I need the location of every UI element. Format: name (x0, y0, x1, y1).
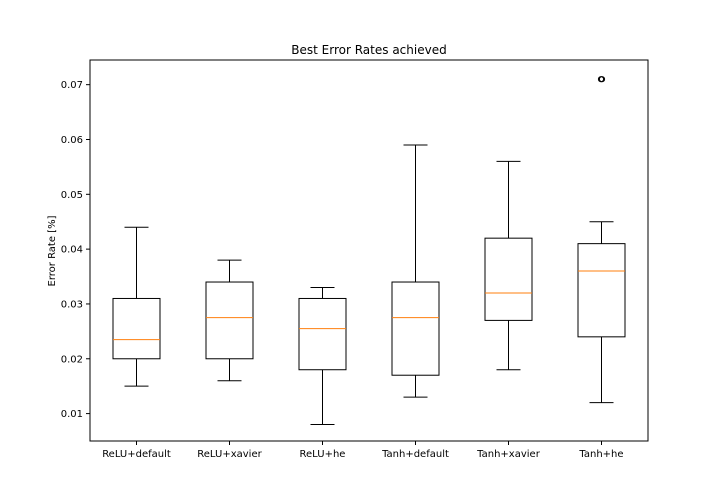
x-tick-label-relu-he: ReLU+he (300, 449, 346, 460)
box-relu-default (112, 297, 161, 360)
plot-area: ReLU+default ReLU+xavier ReLU+he Tanh+defau… (61, 59, 649, 460)
y-tick-label-0-03: 0.03 (61, 299, 83, 310)
box-tanh-default (391, 281, 440, 376)
y-tick-label-0-01: 0.01 (61, 409, 83, 420)
box-tanh-xavier (484, 237, 533, 321)
y-axis-label: Error Rate [%] (47, 215, 58, 286)
y-tick-label-0-04: 0.04 (61, 245, 83, 256)
y-tick-label-0-05: 0.05 (61, 190, 83, 201)
y-tick-label-0-06: 0.06 (61, 135, 83, 146)
outlier-tanh-he-1 (598, 76, 606, 83)
y-tick-label-0-02: 0.02 (61, 354, 83, 365)
x-tick-label-tanh-default: Tanh+default (381, 449, 449, 460)
box-tanh-he (577, 243, 626, 338)
box-relu-he (298, 297, 347, 371)
x-tick-label-tanh-xavier: Tanh+xavier (476, 449, 541, 460)
x-tick-label-relu-xavier: ReLU+xavier (197, 449, 262, 460)
x-tick-label-tanh-he: Tanh+he (578, 449, 623, 460)
x-tick-label-relu-default: ReLU+default (102, 449, 171, 460)
box-relu-xavier (205, 281, 254, 360)
chart-title: Best Error Rates achieved (291, 43, 446, 57)
y-tick-label-0-07: 0.07 (61, 80, 83, 91)
plot-frame (89, 59, 649, 442)
